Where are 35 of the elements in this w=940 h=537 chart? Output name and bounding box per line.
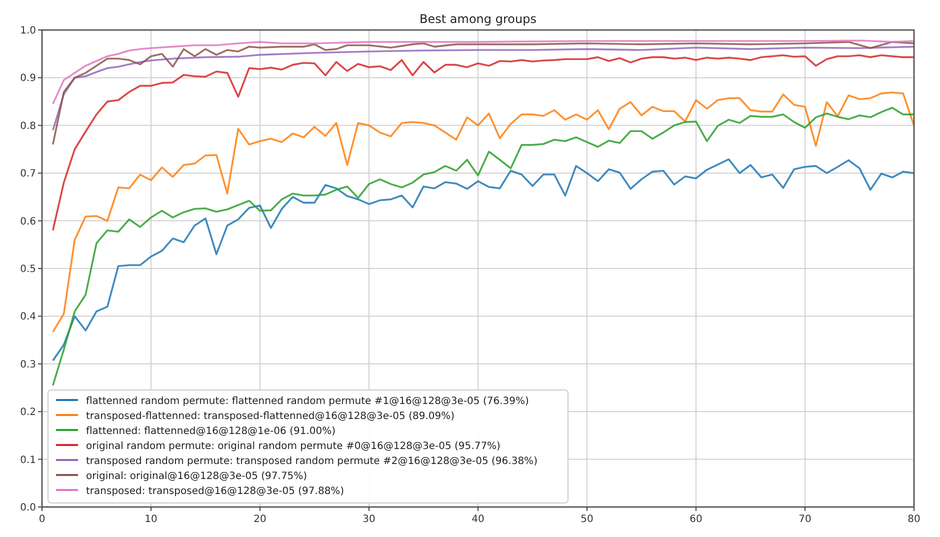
x-tick-label: 40 <box>472 514 484 525</box>
x-tick-label: 10 <box>144 514 158 525</box>
legend-label: transposed-flattenned: transposed-flattenned@16@128@3e-05 (89.09%) <box>86 411 455 422</box>
legend-label: transposed: transposed@16@128@3e-05 (97.88%) <box>86 486 344 497</box>
legend-label: original random permute: original random permute #0@16@128@3e-05 (95.77%) <box>86 441 501 452</box>
y-tick-label: 0.5 <box>20 264 36 275</box>
y-tick-label: 0.8 <box>20 120 36 132</box>
x-tick-label: 60 <box>690 514 702 525</box>
line-series <box>52 106 915 386</box>
line-series <box>52 54 915 232</box>
y-tick-label: 0.6 <box>20 216 36 228</box>
y-tick-label: 0.0 <box>20 502 36 514</box>
chart-title: Best among groups <box>420 12 536 26</box>
y-tick-label: 0.2 <box>20 407 36 418</box>
y-tick-label: 0.7 <box>20 168 36 180</box>
legend-label: flattenned: flattenned@16@128@1e-06 (91.00%) <box>86 426 336 437</box>
x-tick-label: 30 <box>362 514 376 525</box>
line-series <box>52 41 915 146</box>
x-tick-label: 20 <box>254 514 266 525</box>
x-tick-label: 80 <box>908 514 920 525</box>
y-tick-label: 0.9 <box>20 73 36 84</box>
y-tick-label: 1.0 <box>20 26 36 36</box>
line-series <box>52 40 915 105</box>
x-tick-label: 0 <box>38 514 46 525</box>
y-tick-label: 0.3 <box>20 359 36 370</box>
y-tick-label: 0.4 <box>20 312 36 323</box>
x-tick-label: 70 <box>798 514 812 525</box>
y-tick-label: 0.1 <box>20 454 36 466</box>
line-series <box>52 158 915 362</box>
legend-label: original: original@16@128@3e-05 (97.75%) <box>86 471 308 482</box>
x-tick-label: 50 <box>580 514 594 525</box>
line-series <box>52 46 915 132</box>
legend-label: flattenned random permute: flattenned random permute #1@16@128@3e-05 (76.39%) <box>86 396 529 407</box>
legend-label: transposed random permute: transposed random permute #2@16@128@3e-05 (96.38%) <box>86 456 538 467</box>
line-series <box>52 92 915 333</box>
